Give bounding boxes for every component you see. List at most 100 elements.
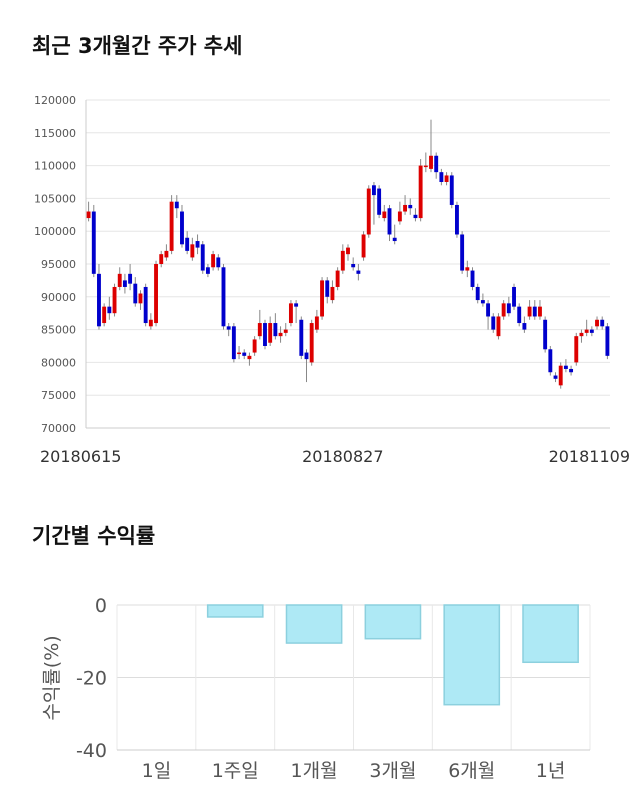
candle: [205, 264, 210, 278]
y-tick-label: -20: [76, 668, 107, 690]
candle-body: [465, 267, 470, 271]
y-tick-label: 110000: [34, 160, 76, 173]
candle-body: [247, 355, 252, 360]
candle: [491, 313, 496, 333]
candle: [501, 300, 506, 320]
candle: [455, 201, 459, 238]
candle: [195, 234, 200, 255]
candle: [283, 323, 288, 337]
candle: [429, 119, 433, 173]
candle-body: [589, 329, 594, 333]
return-bar: [364, 604, 422, 640]
candle-body: [351, 264, 356, 268]
candle-body: [387, 208, 392, 235]
candle-body: [470, 270, 475, 287]
candle: [320, 277, 325, 320]
candle: [190, 237, 195, 261]
candle-body: [512, 286, 516, 307]
candle-body: [86, 211, 91, 219]
candle-body: [501, 303, 506, 317]
candle: [387, 204, 392, 242]
candle: [579, 329, 584, 343]
candle: [371, 182, 376, 225]
candle: [553, 372, 558, 383]
candle: [216, 254, 221, 271]
candle: [335, 267, 340, 291]
candle-body: [320, 280, 325, 317]
candle-body: [143, 286, 148, 324]
candle-body: [278, 332, 283, 337]
candle-body: [164, 250, 169, 258]
candle-body: [211, 254, 216, 268]
candle-body: [242, 352, 247, 356]
candle: [408, 198, 413, 215]
candle-body: [460, 234, 465, 271]
y-tick-label: 100000: [34, 225, 76, 238]
candle: [444, 172, 449, 186]
candle-body: [563, 365, 568, 369]
candle: [465, 260, 470, 278]
candle-body: [122, 280, 127, 287]
candle-body: [148, 319, 153, 327]
candle-body: [392, 237, 397, 242]
candle-body: [159, 254, 164, 264]
return-bar: [285, 604, 343, 644]
y-tick-label: 95000: [41, 258, 76, 271]
candle: [159, 250, 164, 268]
candle: [475, 283, 480, 304]
candle: [122, 273, 127, 294]
candle: [107, 296, 112, 320]
candle: [133, 277, 138, 307]
candle: [543, 316, 548, 353]
candle: [439, 168, 444, 186]
candle: [97, 264, 101, 330]
candle: [164, 244, 169, 261]
candle-body: [102, 306, 107, 324]
candle: [242, 349, 247, 360]
candle: [247, 352, 252, 366]
candle: [506, 296, 511, 317]
x-tick-label: 20180615: [40, 447, 121, 466]
candle: [574, 332, 579, 366]
candle-body: [475, 286, 480, 301]
candle-body: [346, 247, 350, 255]
candle: [128, 264, 133, 291]
candle-body: [221, 267, 226, 327]
candle-body: [263, 323, 267, 346]
price-trend-chart: 120000 115000 110000 105000 100000 95000 90000…: [34, 94, 630, 466]
x-tick-label: 1주일: [212, 760, 259, 782]
candle-body: [174, 201, 179, 209]
candle: [268, 316, 273, 346]
candle: [325, 277, 330, 304]
x-tick-label: 20180827: [302, 447, 383, 466]
candle-body: [548, 349, 553, 373]
candle-body: [558, 365, 563, 386]
returns-chart-title: 기간별 수익률: [32, 524, 156, 548]
candle-body: [600, 319, 605, 327]
return-bar: [443, 604, 501, 706]
candle: [86, 201, 91, 222]
candle: [257, 309, 262, 340]
candle-body: [288, 303, 293, 324]
candle: [231, 323, 236, 363]
candle: [403, 195, 408, 215]
candle: [351, 257, 356, 271]
candle-body: [205, 267, 210, 274]
candle: [527, 300, 532, 320]
candle: [480, 293, 485, 307]
candle: [221, 264, 226, 330]
candle: [304, 349, 309, 383]
y-tick-label: 75000: [41, 389, 76, 402]
y-tick-label: 90000: [41, 291, 76, 304]
return-bar: [206, 604, 264, 618]
candle-body: [294, 303, 299, 307]
candle: [486, 300, 491, 330]
y-tick-label: 80000: [41, 356, 76, 369]
candle-body: [423, 165, 428, 168]
candle: [423, 152, 428, 173]
candle-body: [138, 293, 143, 304]
candle-body: [299, 319, 304, 356]
y-tick-label: 120000: [34, 94, 76, 107]
candle-body: [403, 204, 408, 212]
candle-body: [569, 368, 574, 373]
